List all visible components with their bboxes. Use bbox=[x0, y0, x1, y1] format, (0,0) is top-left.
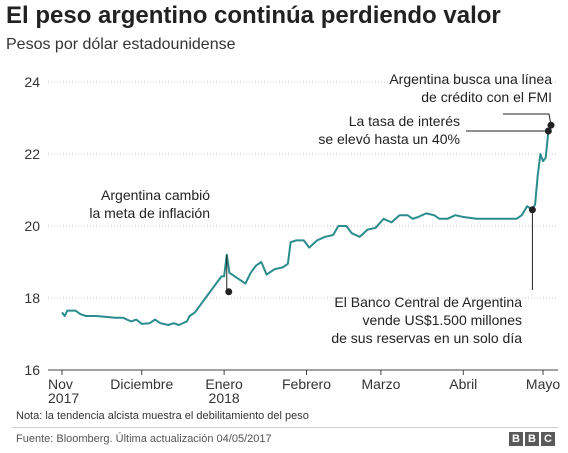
annotation-text: se elevó hasta un 40% bbox=[318, 131, 460, 147]
bbc-logo: B B C bbox=[509, 432, 555, 446]
chart-subtitle: Pesos por dólar estadounidense bbox=[6, 36, 236, 53]
footnote: Nota: la tendencia alcista muestra el de… bbox=[16, 410, 309, 422]
y-tick-label: 18 bbox=[24, 290, 40, 306]
annotation-text: la meta de inflación bbox=[89, 205, 210, 221]
x-tick-label: Febrero bbox=[282, 376, 331, 392]
footer-divider bbox=[12, 427, 558, 428]
bbc-logo-letter: B bbox=[525, 432, 539, 446]
annotation-text: Argentina busca una línea bbox=[389, 71, 552, 87]
y-tick-label: 20 bbox=[24, 218, 40, 234]
chart-title: El peso argentino continúa perdiendo val… bbox=[6, 2, 501, 29]
y-tick-label: 24 bbox=[24, 74, 40, 90]
annotation-text: El Banco Central de Argentina bbox=[334, 294, 522, 310]
y-tick-label: 22 bbox=[24, 146, 40, 162]
x-tick-year-label: 2017 bbox=[48, 390, 79, 406]
bbc-logo-letter: B bbox=[509, 432, 523, 446]
annotation-dot bbox=[544, 127, 552, 135]
annotation-text: de crédito con el FMI bbox=[421, 89, 552, 105]
x-tick-label: Enero bbox=[205, 376, 243, 392]
x-tick-year-label: 2018 bbox=[209, 390, 240, 406]
x-tick-label: Marzo bbox=[361, 376, 400, 392]
x-tick-label: Nov bbox=[48, 376, 73, 392]
annotation-text: Argentina cambió bbox=[101, 187, 210, 203]
y-axis-ticks: 16 18 20 22 24 bbox=[24, 74, 40, 378]
x-tick-label: Diciembre bbox=[110, 376, 173, 392]
annotation-dot bbox=[528, 206, 536, 214]
x-tick-label: Mayo bbox=[526, 376, 560, 392]
bbc-logo-letter: C bbox=[541, 432, 555, 446]
annotation-dot bbox=[547, 121, 555, 129]
annotation-text: La tasa de interés bbox=[349, 113, 460, 129]
y-tick-label: 16 bbox=[24, 362, 40, 378]
annotation-dot bbox=[225, 288, 233, 296]
x-tick-label: Abril bbox=[449, 376, 477, 392]
series-line bbox=[61, 124, 552, 326]
source-note: Fuente: Bloomberg. Última actualización … bbox=[16, 433, 272, 445]
annotation-leader bbox=[503, 113, 552, 126]
gridlines bbox=[48, 81, 558, 371]
annotation-text: de sus reservas en un solo día bbox=[331, 330, 522, 346]
annotations-layer: Argentina cambió la meta de inflación El B… bbox=[89, 71, 555, 346]
annotation-text: vende US$1.500 millones bbox=[362, 312, 522, 328]
